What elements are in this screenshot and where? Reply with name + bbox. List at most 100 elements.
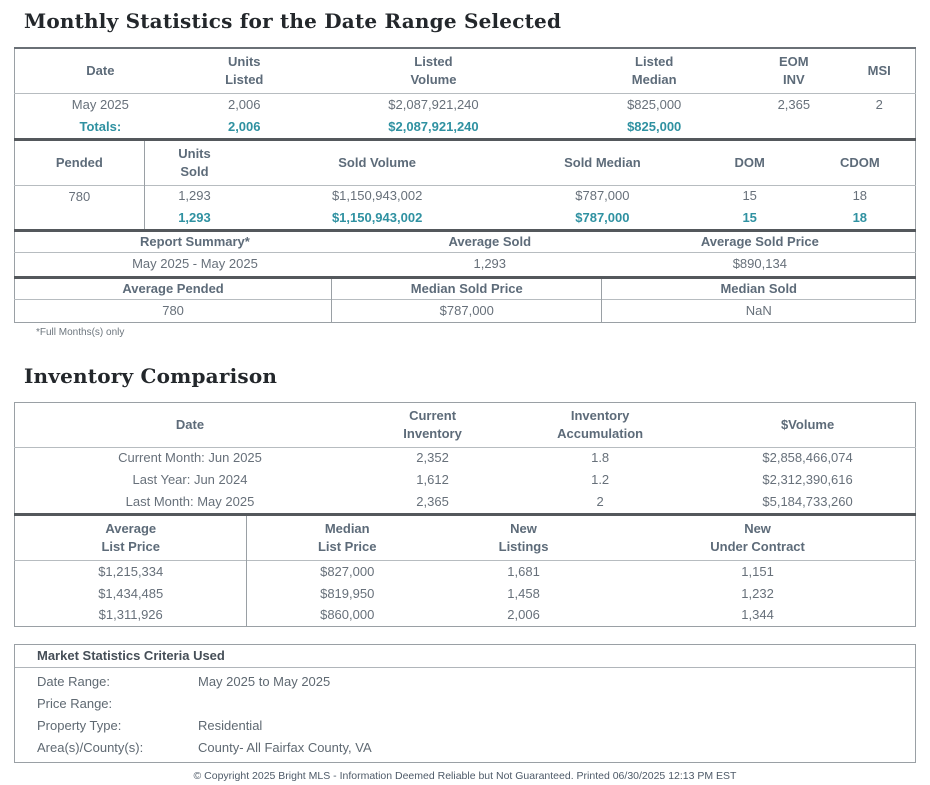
data-cell: $1,311,926 [14, 604, 248, 627]
median-data-row: 780 $787,000 NaN [14, 299, 916, 322]
data-cell: $2,312,390,616 [762, 472, 853, 487]
totals-cell: 2,006 [227, 118, 261, 134]
column-header-median-list-price: Median List Price [317, 521, 377, 554]
data-cell: 1,458 [507, 585, 540, 601]
data-cell: $787,000 [575, 188, 630, 204]
data-cell: $890,134 [732, 256, 787, 272]
data-cell: $1,434,485 [14, 582, 248, 605]
data-cell: Last Month: May 2025 [125, 494, 255, 509]
criteria-box-padding [15, 758, 915, 762]
totals-cell [843, 116, 915, 138]
page-title: Monthly Statistics for the Date Range Se… [24, 9, 562, 33]
column-header-current-inventory: Current Inventory [403, 407, 462, 441]
report-summary-table: Report Summary* Average Sold Average Sol… [14, 229, 916, 276]
totals-cell: $825,000 [627, 118, 682, 134]
data-cell: 1,344 [741, 607, 774, 623]
sold-header-row: Pended Units Sold Sold Volume Sold Media… [14, 139, 916, 185]
criteria-label: Property Type: [37, 717, 122, 733]
footer-copyright: © Copyright 2025 Bright MLS - Informatio… [193, 770, 737, 782]
column-header-msi: MSI [867, 63, 891, 78]
data-cell: $819,950 [320, 585, 375, 601]
column-header-average-sold: Average Sold [448, 234, 532, 249]
data-cell: 2 [596, 494, 604, 509]
totals-cell: 18 [852, 210, 868, 225]
criteria-value: May 2025 to May 2025 [198, 673, 331, 689]
data-cell: 2,352 [416, 450, 449, 466]
totals-cell: 1,293 [178, 210, 211, 225]
criteria-row-area-county: Area(s)/County(s): County- All Fairfax C… [15, 736, 915, 758]
summary-data-row: May 2025 - May 2025 1,293 $890,134 [15, 253, 916, 276]
inventory-row-last-month: Last Month: May 2025 2,365 2 $5,184,733,… [15, 491, 916, 513]
column-header-dom: DOM [734, 154, 765, 170]
totals-cell: $787,000 [575, 210, 630, 225]
data-cell: 1,612 [416, 472, 449, 487]
data-cell: $2,087,921,240 [388, 96, 479, 112]
data-cell: 2,006 [227, 96, 261, 112]
inventory-header-row: Date Current Inventory Inventory Accumul… [14, 402, 916, 447]
criteria-label: Date Range: [37, 673, 110, 689]
data-cell: $825,000 [627, 96, 682, 112]
median-header-row: Average Pended Median Sold Price Median … [14, 277, 916, 299]
data-cell: $5,184,733,260 [762, 494, 853, 509]
column-header-inventory-accumulation: Inventory Accumulation [557, 407, 644, 441]
data-cell: May 2025 - May 2025 [132, 256, 258, 272]
sold-data-row: 780 1,293 $1,150,943,002 $787,000 15 18 [14, 185, 916, 229]
pricing-row: $1,311,926 $860,000 2,006 1,344 [14, 604, 916, 627]
totals-label: Totals: [79, 118, 122, 134]
data-cell: 1.8 [591, 450, 610, 466]
data-cell: 1,681 [507, 563, 540, 579]
full-months-footnote: *Full Months(s) only [36, 326, 125, 338]
column-header-average-pended: Average Pended [14, 277, 333, 299]
data-cell: 1,293 [178, 188, 211, 204]
data-cell: 1,151 [741, 563, 774, 579]
data-cell: $787,000 [331, 299, 603, 322]
data-cell: Last Year: Jun 2024 [132, 472, 248, 487]
data-cell: $2,858,466,074 [762, 450, 853, 466]
criteria-box: Market Statistics Criteria Used Date Ran… [14, 644, 916, 763]
column-header-sold-median: Sold Median [564, 154, 641, 170]
pricing-row: $1,434,485 $819,950 1,458 1,232 [14, 582, 916, 605]
column-header-average-list-price: Average List Price [14, 514, 248, 561]
column-header-pended: Pended [14, 139, 145, 185]
criteria-value: Residential [198, 717, 263, 733]
column-header-median-sold: Median Sold [720, 280, 797, 296]
pricing-row: $1,215,334 $827,000 1,681 1,151 [14, 560, 916, 583]
data-cell: May 2025 [71, 96, 129, 112]
listed-data-row: May 2025 2,006 $2,087,921,240 $825,000 2… [15, 94, 916, 116]
column-header-date: Date [86, 63, 115, 78]
column-header-new-listings: New Listings [498, 521, 549, 554]
data-cell: $860,000 [320, 607, 375, 623]
inventory-comparison-table: Date Current Inventory Inventory Accumul… [14, 401, 916, 513]
column-header-cdom: CDOM [839, 154, 880, 170]
totals-cell: $1,150,943,002 [331, 210, 423, 225]
criteria-label: Area(s)/County(s): [37, 739, 144, 755]
listed-stats-table: Date Units Listed Listed Volume Listed M… [14, 47, 916, 138]
column-header-listed-median: Listed Median [631, 54, 677, 87]
column-header-eom-inv: EOM INV [779, 54, 809, 87]
column-header-units-listed: Units Listed [225, 54, 264, 87]
criteria-row-property-type: Property Type: Residential [15, 714, 915, 736]
data-cell: $1,215,334 [14, 560, 248, 583]
sold-totals-row: 1,293 $1,150,943,002 $787,000 15 18 [15, 207, 916, 229]
data-cell: 2,006 [507, 607, 540, 623]
section-title-inventory: Inventory Comparison [24, 363, 278, 388]
inventory-row-last-year: Last Year: Jun 2024 1,612 1.2 $2,312,390… [15, 469, 916, 491]
data-cell: 2 [875, 96, 883, 112]
column-header-listed-volume: Listed Volume [410, 54, 457, 87]
data-cell: NaN [745, 302, 772, 318]
data-cell: 2,365 [777, 96, 811, 112]
totals-cell: 15 [742, 210, 757, 225]
column-header-volume: $Volume [780, 416, 835, 432]
data-cell: $827,000 [320, 563, 375, 579]
data-cell: 1.2 [591, 472, 610, 487]
median-summary-table: Average Pended Median Sold Price Median … [14, 275, 916, 323]
column-header-report-summary: Report Summary* [140, 234, 250, 249]
column-header-date: Date [175, 416, 205, 432]
data-cell: 780 [14, 185, 145, 229]
pricing-header-row: Average List Price Median List Price New… [14, 514, 916, 561]
criteria-label: Price Range: [37, 695, 113, 711]
column-header-sold-volume: Sold Volume [338, 154, 416, 170]
list-price-table: Average List Price Median List Price New… [14, 513, 916, 627]
column-header-new-under-contract: New Under Contract [710, 521, 805, 554]
criteria-row-price-range: Price Range: [15, 692, 915, 714]
